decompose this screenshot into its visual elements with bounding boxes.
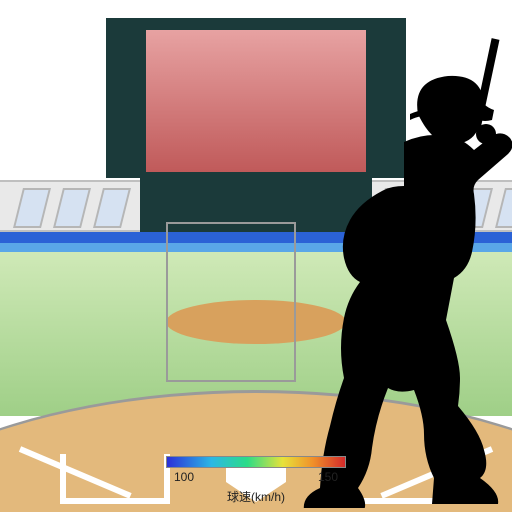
colorbar-tick-max: 150	[318, 470, 338, 484]
batters-box-line	[60, 454, 66, 504]
colorbar-tick-min: 100	[174, 470, 194, 484]
batter-silhouette	[300, 38, 512, 508]
pitch-chart-scene: 100 150 球速(km/h)	[0, 0, 512, 512]
strike-zone	[166, 222, 296, 382]
speed-colorbar: 100 150 球速(km/h)	[156, 456, 356, 505]
batters-box-line	[60, 498, 170, 504]
colorbar-axis-label: 球速(km/h)	[156, 488, 356, 505]
stand-window	[13, 188, 51, 228]
colorbar-ticks: 100 150	[174, 470, 338, 484]
colorbar-gradient	[166, 456, 346, 468]
stand-window	[93, 188, 131, 228]
stand-window	[53, 188, 91, 228]
